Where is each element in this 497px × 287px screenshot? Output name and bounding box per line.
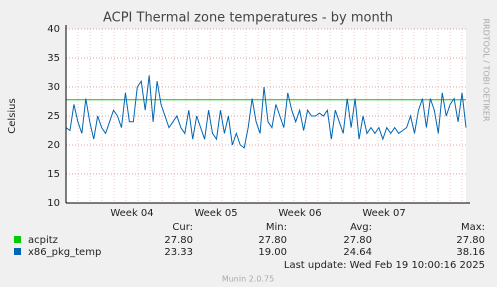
y-tick-label: 40 xyxy=(47,24,60,35)
footer: Munin 2.0.75 xyxy=(222,275,274,284)
legend-header: Avg: xyxy=(350,222,372,233)
x-tick-label: Week 07 xyxy=(362,208,405,219)
legend-name: acpitz xyxy=(28,235,58,246)
y-tick-label: 15 xyxy=(47,169,60,180)
legend-header: Min: xyxy=(266,222,287,233)
legend-value: 27.80 xyxy=(456,235,485,246)
legend-swatch xyxy=(14,248,21,255)
legend-value: 19.00 xyxy=(258,247,287,258)
legend-value: 27.80 xyxy=(258,235,287,246)
legend-header: Max: xyxy=(461,222,485,233)
y-tick-label: 10 xyxy=(47,198,60,209)
y-axis-label: Celsius xyxy=(7,98,18,133)
plot xyxy=(65,75,467,149)
x-tick-label: Week 06 xyxy=(278,208,321,219)
legend-swatch xyxy=(14,236,21,243)
last-update: Last update: Wed Feb 19 10:00:16 2025 xyxy=(284,260,485,271)
y-tick-label: 20 xyxy=(47,140,60,151)
series-line xyxy=(65,75,467,149)
legend-value: 27.80 xyxy=(343,235,372,246)
legend-value: 38.16 xyxy=(456,247,485,258)
y-tick-label: 25 xyxy=(47,111,60,122)
legend-value: 27.80 xyxy=(164,235,193,246)
y-tick-label: 30 xyxy=(47,82,60,93)
y-tick-label: 35 xyxy=(47,53,60,64)
legend-header: Cur: xyxy=(172,222,193,233)
chart-title: ACPI Thermal zone temperatures - by mont… xyxy=(103,11,393,26)
side-note: RRDTOOL / TOBI OETIKER xyxy=(482,18,491,121)
legend-value: 23.33 xyxy=(164,247,193,258)
x-tick-label: Week 05 xyxy=(194,208,237,219)
x-tick-label: Week 04 xyxy=(110,208,153,219)
legend-value: 24.64 xyxy=(343,247,372,258)
legend-name: x86_pkg_temp xyxy=(28,247,101,258)
